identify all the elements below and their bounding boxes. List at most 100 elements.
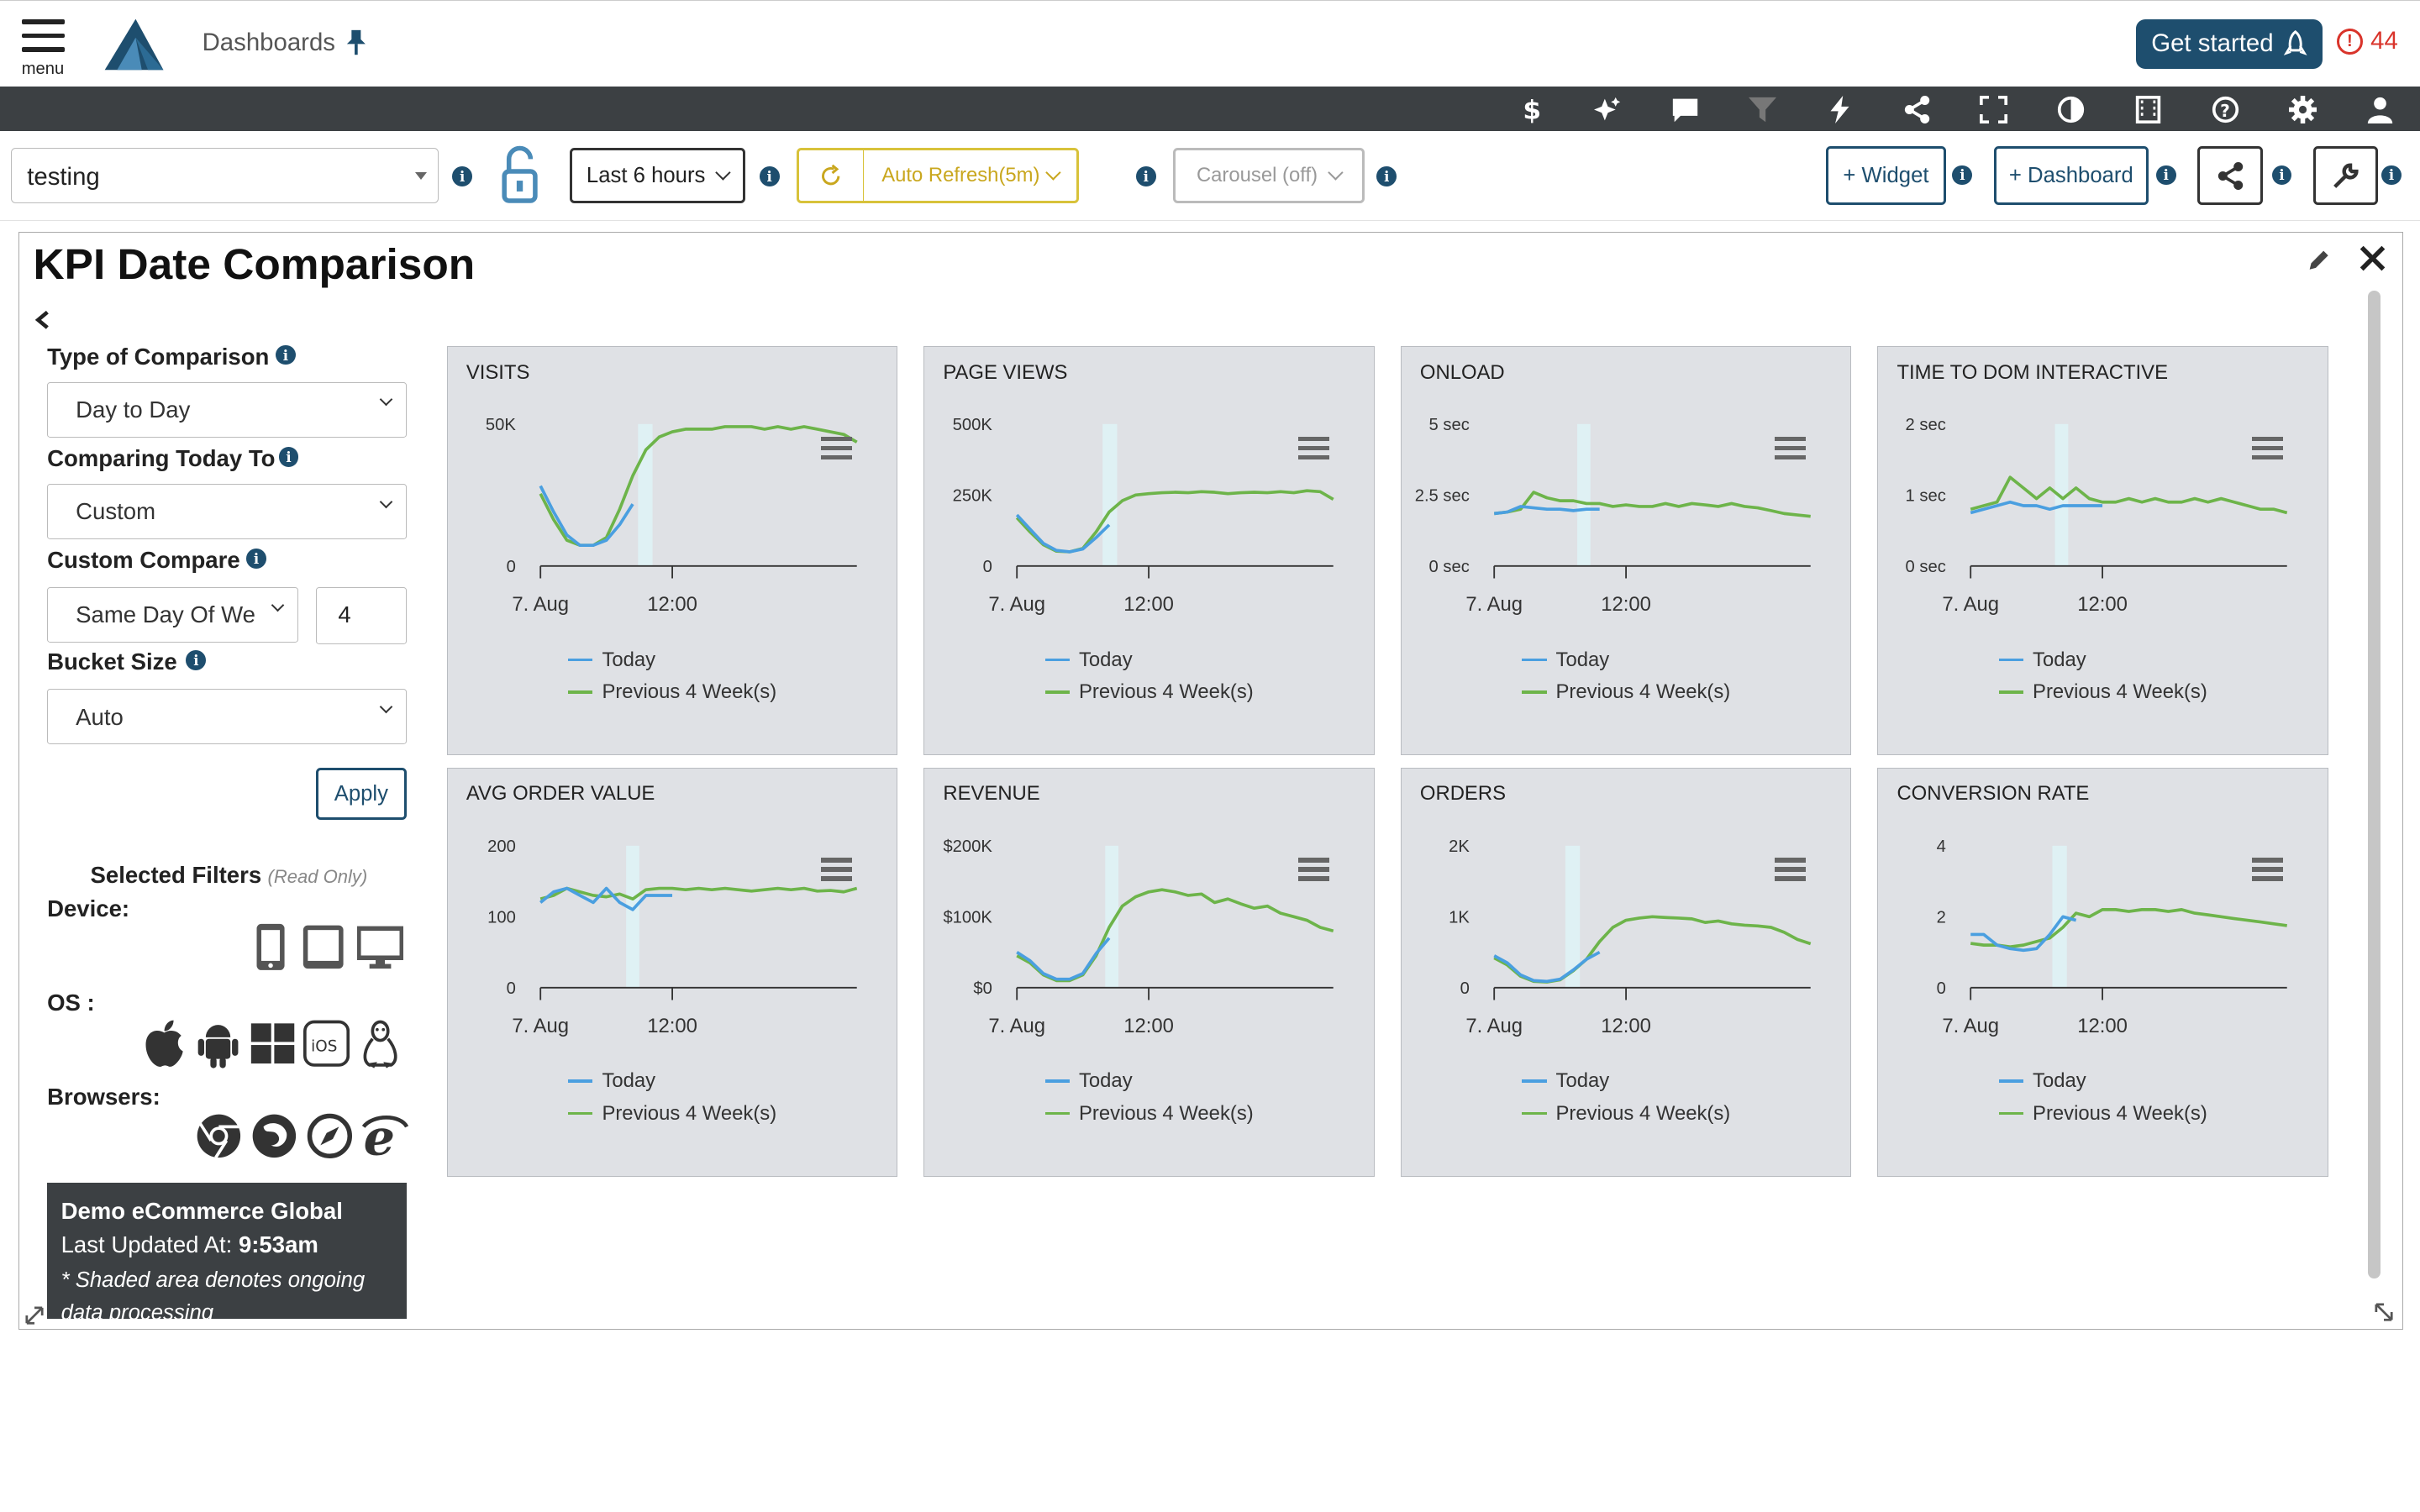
legend-item-today[interactable]: Today [1998,648,2086,672]
legend-item-previous[interactable]: Previous 4 Week(s) [1998,1102,2207,1126]
info-icon[interactable]: i [759,166,780,187]
film-icon[interactable] [2131,92,2165,126]
legend-item-previous[interactable]: Previous 4 Week(s) [568,1102,776,1126]
contrast-icon[interactable] [2054,92,2088,126]
custom-compare-select[interactable]: Same Day Of We [47,586,299,643]
legend-item-previous[interactable]: Previous 4 Week(s) [1044,1102,1254,1126]
legend-label: Previous 4 Week(s) [602,1101,777,1125]
scrollbar-thumb[interactable] [2368,291,2381,1278]
info-icon[interactable]: i [2381,165,2402,186]
legend-item-today[interactable]: Today [1998,1069,2086,1093]
dashboard-select[interactable]: testing [10,148,439,204]
get-started-button[interactable]: Get started [2135,19,2323,69]
legend-item-previous[interactable]: Previous 4 Week(s) [1522,1102,1730,1126]
series-line-today [1016,514,1111,554]
close-icon[interactable] [2359,244,2386,272]
user-icon[interactable] [2363,92,2396,126]
chart-menu-icon[interactable] [1775,858,1807,882]
carousel-dropdown[interactable]: Carousel (off) [1172,148,1365,204]
compare-count-input[interactable]: 4 [315,586,408,644]
type-of-comparison-select[interactable]: Day to Day [47,381,408,438]
refresh-button[interactable] [799,150,864,202]
comparing-today-to-select[interactable]: Custom [47,483,408,539]
add-dashboard-label: + Dashboard [2008,163,2133,187]
chevron-left-icon[interactable] [32,309,54,331]
pencil-icon[interactable] [2307,248,2331,272]
chart-menu-icon[interactable] [821,436,852,461]
bucket-size-select[interactable]: Auto [47,689,408,745]
alert-indicator[interactable]: ! 44 [2336,27,2398,55]
read-only-note: (Read Only) [267,865,368,887]
legend-item-previous[interactable]: Previous 4 Week(s) [1522,680,1730,704]
info-icon[interactable]: i [2155,165,2176,186]
info-icon[interactable]: i [452,166,473,187]
legend-item-today[interactable]: Today [1044,648,1133,672]
info-icon[interactable]: i [246,549,266,569]
chart-menu-icon[interactable] [821,858,852,882]
controls-bar: testing i Last 6 hours i Auto Refresh(5m… [0,131,2420,221]
kpi-chart-card: ORDERS 0 1K 2K 7. Aug 12:00 Today Previous 4 We… [1400,767,1852,1177]
help-icon[interactable]: ? [2208,92,2242,126]
bolt-icon[interactable] [1823,92,1856,126]
logo-icon[interactable] [102,16,166,71]
chart-menu-icon[interactable] [1775,436,1807,461]
legend-swatch [1522,690,1547,694]
info-icon[interactable]: i [278,446,299,467]
device-label: Device: [47,895,129,922]
share-icon[interactable] [1900,92,1933,126]
chart-menu-icon[interactable] [1297,858,1329,882]
kpi-chart-card: ONLOAD 0 sec 2.5 sec 5 sec 7. Aug 12:00 Today P… [1400,346,1852,756]
sparkle-icon[interactable] [1591,92,1625,126]
resize-handle-icon[interactable] [2375,1303,2393,1321]
auto-refresh-label: Auto Refresh(5m) [881,164,1040,187]
legend-item-today[interactable]: Today [1522,648,1609,672]
series-line-previous [539,425,858,548]
unlock-icon[interactable] [497,144,546,205]
chart-menu-icon[interactable] [2251,858,2283,882]
pin-icon[interactable] [345,29,367,56]
x-tick-label: 12:00 [1124,593,1175,616]
menu-button[interactable]: menu [21,19,66,78]
info-icon[interactable]: i [1135,166,1156,187]
y-tick-label: 0 [506,559,515,577]
rocket-icon [2283,29,2307,55]
line-chart: 0 1K 2K 7. Aug 12:00 [1449,837,1812,1037]
info-icon[interactable]: i [275,344,296,365]
resize-handle-icon[interactable] [25,1306,44,1325]
chart-menu-icon[interactable] [2251,436,2283,461]
legend-item-today[interactable]: Today [568,648,655,672]
chart-menu-icon[interactable] [1297,436,1329,461]
os-icons: iOS [141,1017,403,1069]
legend-item-today[interactable]: Today [568,1069,655,1093]
legend-item-previous[interactable]: Previous 4 Week(s) [1044,680,1254,704]
chart-title: PAGE VIEWS [943,360,1068,384]
share-button[interactable] [2197,146,2263,206]
selected-filters-title: Selected Filters (Read Only) [91,862,368,889]
custom-compare-label: Custom Compare [47,547,240,574]
info-icon[interactable]: i [2271,165,2292,186]
info-icon[interactable]: i [1952,165,1973,186]
gear-icon[interactable] [2286,92,2319,126]
legend-item-previous[interactable]: Previous 4 Week(s) [1998,680,2207,704]
source-info-box: Demo eCommerce Global Last Updated At: 9… [47,1182,408,1319]
fullscreen-icon[interactable] [1977,92,2011,126]
add-widget-button[interactable]: + Widget [1825,146,1947,206]
chart-menu-bar [821,858,852,863]
panel-scrollbar[interactable] [2365,291,2384,1278]
info-icon[interactable]: i [186,650,207,671]
browsers-text: Browsers: [47,1084,160,1110]
time-range-dropdown[interactable]: Last 6 hours [569,148,746,204]
comment-icon[interactable] [1668,92,1702,126]
add-dashboard-button[interactable]: + Dashboard [1994,146,2149,206]
auto-refresh-dropdown[interactable]: Auto Refresh(5m) [796,148,1079,204]
legend-item-today[interactable]: Today [1522,1069,1609,1093]
chart-menu-bar [2251,436,2283,442]
apply-button[interactable]: Apply [315,767,408,821]
legend-item-previous[interactable]: Previous 4 Week(s) [568,680,776,704]
settings-wrench-button[interactable] [2313,146,2379,206]
filter-icon[interactable] [1745,92,1779,126]
kpi-chart-card: AVG ORDER VALUE 0 100 200 7. Aug 12:00 Today Pr… [446,767,898,1177]
legend-item-today[interactable]: Today [1044,1069,1133,1093]
info-icon[interactable]: i [1376,166,1397,187]
dollar-icon[interactable]: $ [1514,92,1548,126]
